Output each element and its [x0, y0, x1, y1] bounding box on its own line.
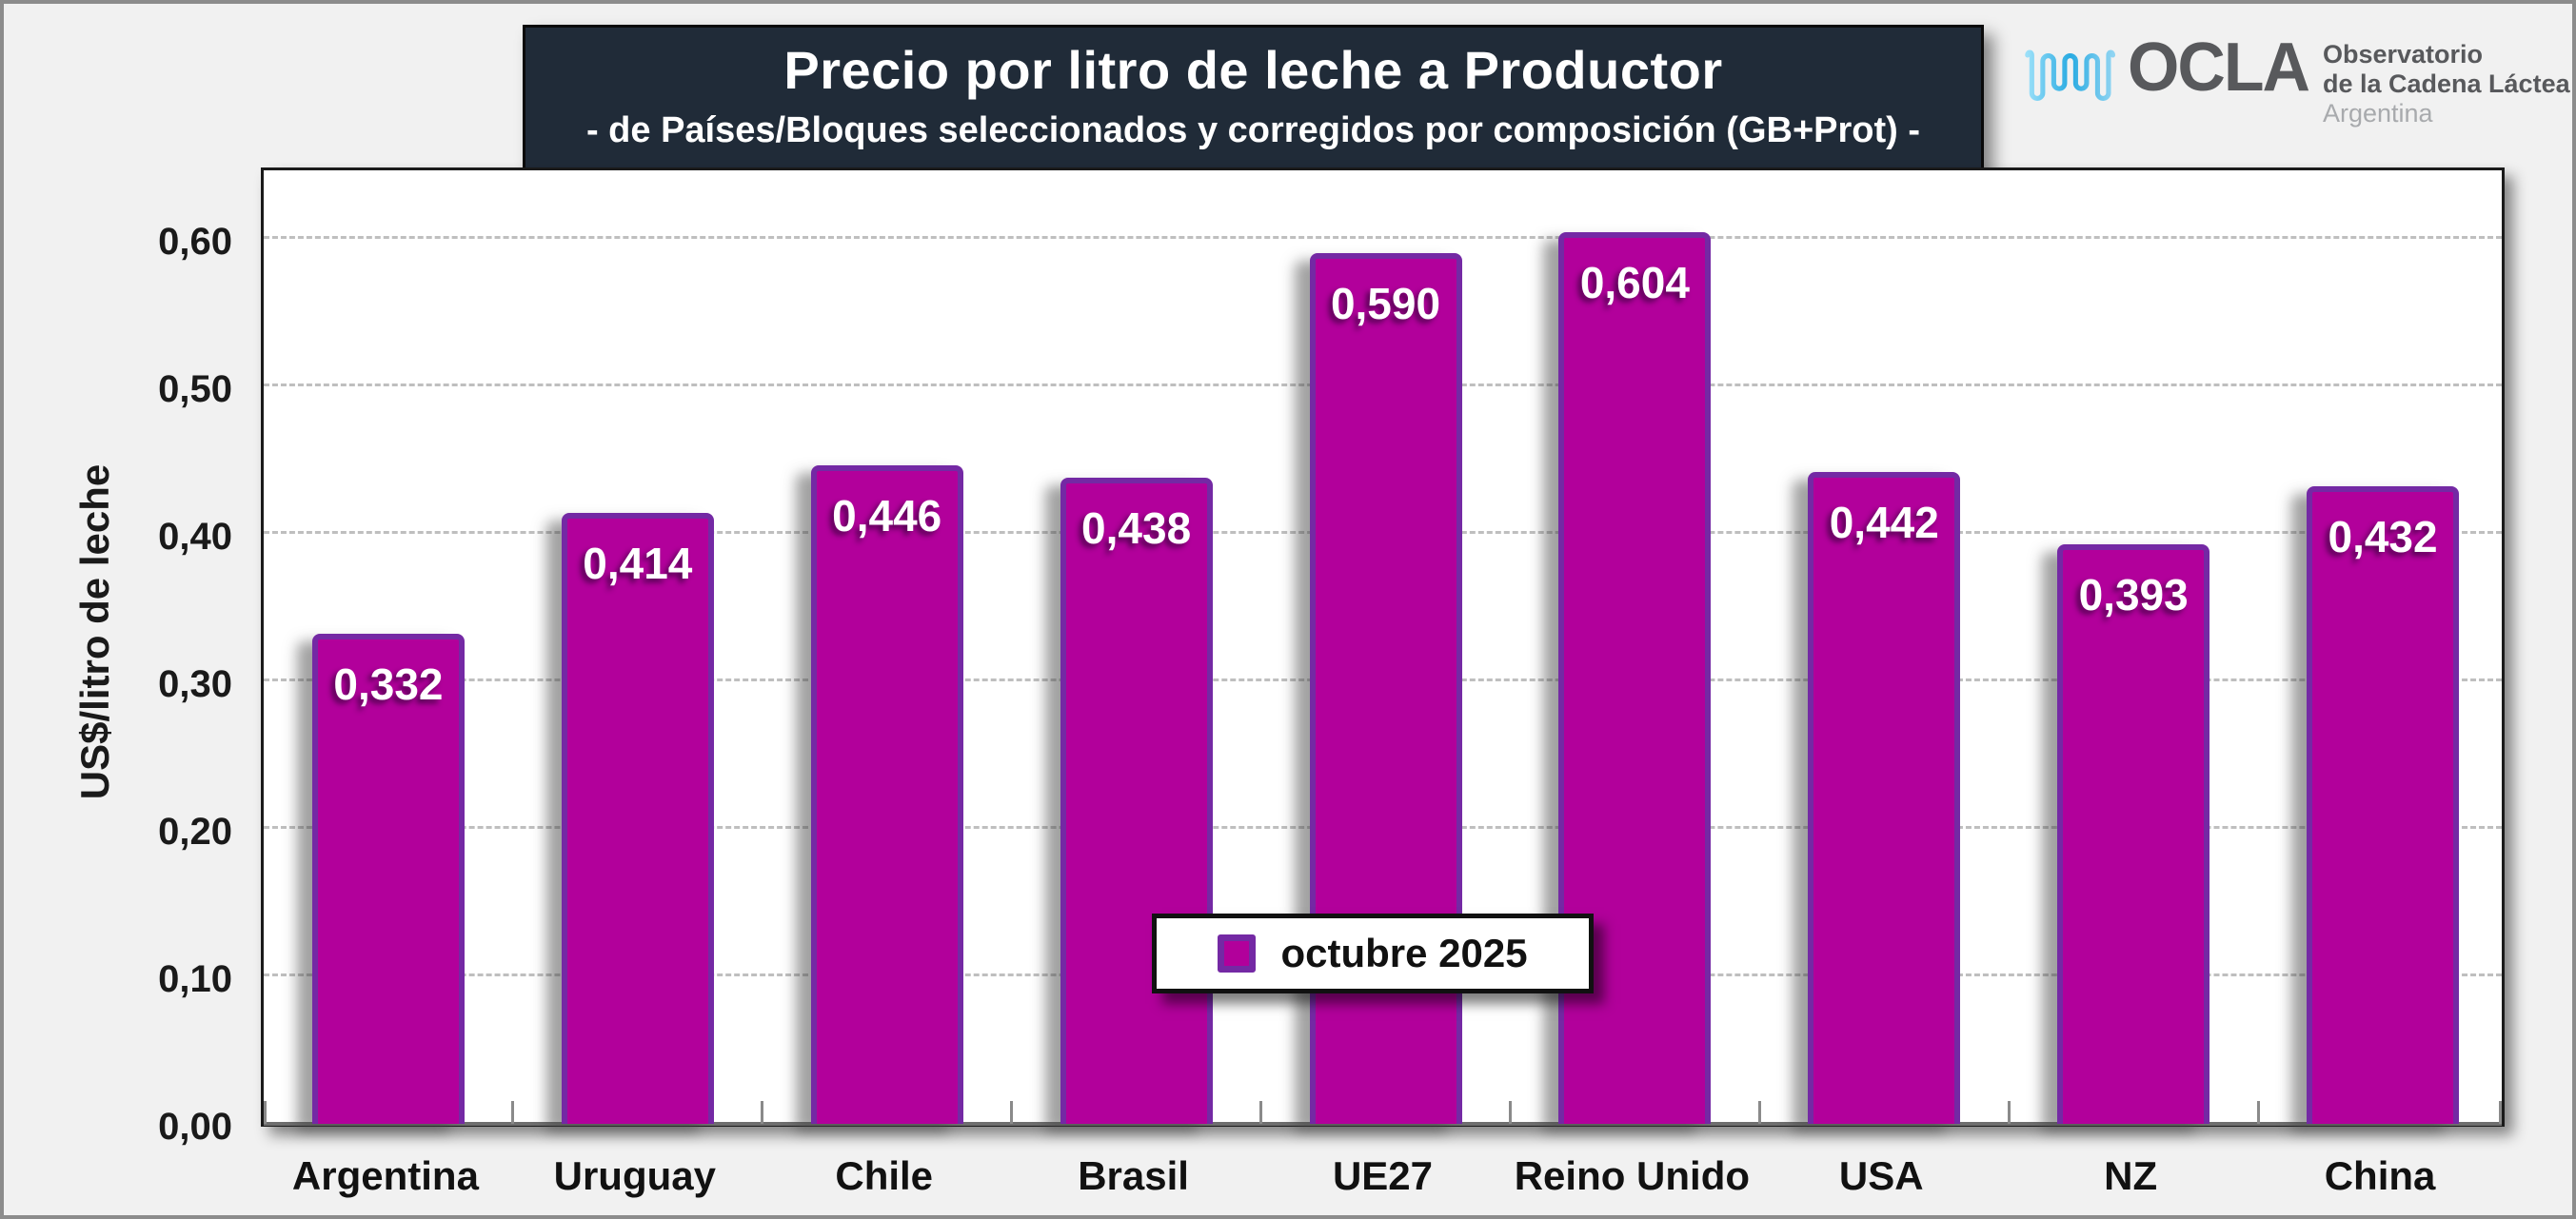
y-axis-tick-label: 0,50 [158, 367, 232, 410]
x-axis-tick [1010, 1101, 1014, 1124]
y-axis-tick-label: 0,00 [158, 1106, 232, 1148]
y-axis-tick-label: 0,30 [158, 662, 232, 705]
bar-value-label: 0,393 [2078, 569, 2189, 619]
x-axis-tick [264, 1101, 267, 1124]
chart-title-box: Precio por litro de leche a Productor - … [523, 25, 1984, 185]
ocla-line-2: de la Cadena Láctea [2322, 69, 2570, 98]
bar-value-label: 0,442 [1829, 497, 1939, 547]
bar-value-label: 0,414 [583, 538, 693, 588]
ocla-logo: OCLA Observatorio de la Cadena Láctea Ar… [2024, 29, 2570, 141]
x-axis-tick [1757, 1101, 1761, 1124]
bar-uruguay: 0,414 [561, 512, 714, 1124]
x-axis-label-chile: Chile [835, 1153, 934, 1198]
ocla-text-lines: Observatorio de la Cadena Láctea Argenti… [2323, 36, 2570, 128]
y-axis-tick-label: 0,10 [158, 957, 232, 1000]
y-axis-tick-label: 0,20 [158, 810, 232, 853]
chart-title: Precio por litro de leche a Productor [783, 40, 1723, 100]
bar-value-label: 0,590 [1330, 279, 1441, 329]
bar-value-label: 0,446 [832, 491, 942, 541]
x-axis-label-uruguay: Uruguay [553, 1153, 716, 1198]
bar-value-label: 0,604 [1579, 258, 1690, 308]
x-axis-tick [511, 1101, 515, 1124]
x-axis-tick [2007, 1101, 2011, 1124]
ocla-line-1: Observatorio [2322, 40, 2484, 69]
bar-value-label: 0,432 [2328, 512, 2438, 562]
bar-usa: 0,442 [1808, 471, 1961, 1124]
gridline [264, 235, 2502, 239]
x-axis-label-ue27: UE27 [1332, 1153, 1434, 1198]
x-axis-tick [1508, 1101, 1512, 1124]
legend-swatch-icon [1218, 934, 1257, 973]
chart-subtitle: - de Países/Bloques seleccionados y corr… [585, 110, 1921, 150]
bar-value-label: 0,332 [333, 659, 444, 710]
y-axis-tick-label: 0,60 [158, 220, 232, 263]
legend-label: octubre 2025 [1280, 931, 1528, 975]
x-axis-tick [2256, 1101, 2260, 1124]
x-axis-tick [2499, 1101, 2502, 1124]
x-axis-labels: Argentina Uruguay Chile Brasil UE27 Reino Uni… [261, 1151, 2505, 1205]
legend: octubre 2025 [1152, 914, 1594, 993]
x-axis-label-reino-unido: Reino Unido [1514, 1153, 1751, 1198]
bar-chile: 0,446 [810, 465, 963, 1124]
x-axis-label-usa: USA [1838, 1153, 1924, 1198]
bar-brasil: 0,438 [1060, 477, 1213, 1124]
y-axis-labels: 0,00 0,10 0,20 0,30 0,40 0,50 0,60 [4, 167, 240, 1148]
bar-argentina: 0,332 [311, 634, 465, 1124]
bar-value-label: 0,438 [1081, 502, 1192, 553]
x-axis-label-argentina: Argentina [291, 1153, 479, 1198]
ocla-line-3: Argentina [2322, 99, 2433, 128]
x-axis-label-china: China [2324, 1153, 2436, 1198]
bar-nz: 0,393 [2057, 543, 2210, 1124]
ocla-acronym: OCLA [2127, 29, 2310, 106]
bar-china: 0,432 [2307, 486, 2460, 1124]
x-axis-tick [1259, 1101, 1263, 1124]
x-axis-line [264, 1122, 2502, 1126]
x-axis-label-nz: NZ [2104, 1153, 2158, 1198]
x-axis-tick [761, 1101, 764, 1124]
x-axis-label-brasil: Brasil [1078, 1153, 1189, 1198]
ocla-wave-icon [2025, 49, 2115, 101]
y-axis-tick-label: 0,40 [158, 515, 232, 558]
